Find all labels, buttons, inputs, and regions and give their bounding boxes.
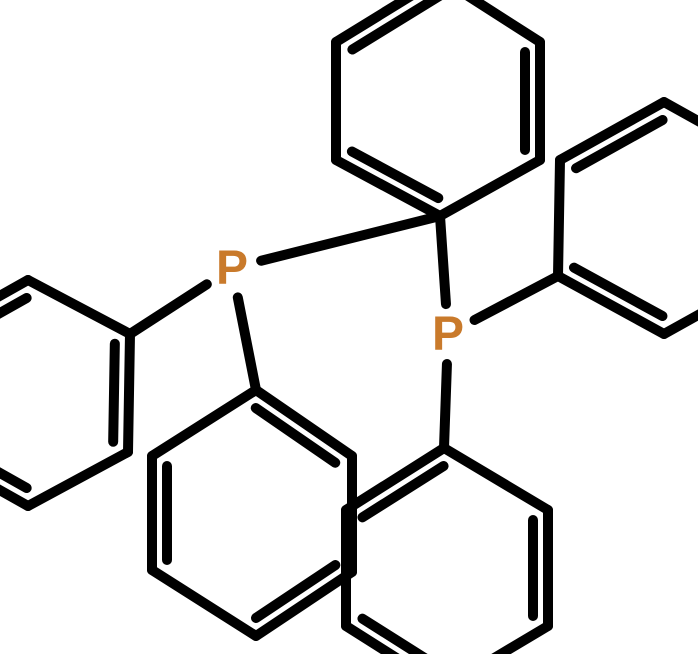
atom-label-p: P xyxy=(216,242,248,295)
atom-label-p: P xyxy=(432,308,464,361)
molecule-diagram: PP xyxy=(0,0,698,654)
